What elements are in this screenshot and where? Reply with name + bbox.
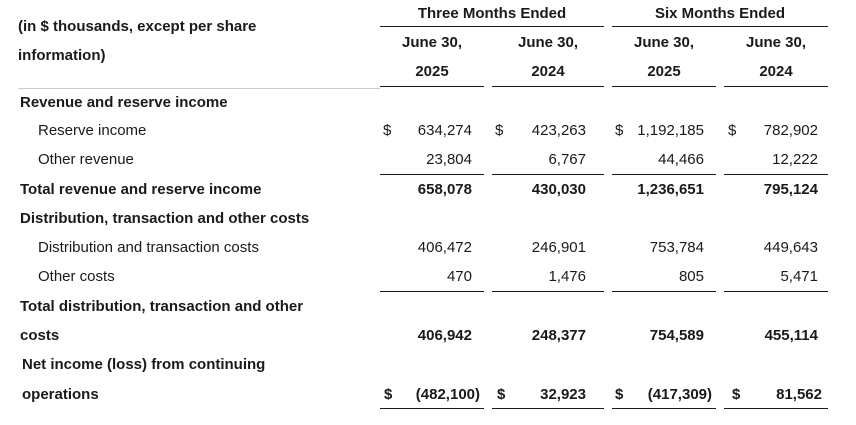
net-income-value-3: (417,309): [647, 386, 712, 403]
other-costs-value-3: 805: [678, 268, 704, 285]
other-revenue-value-1: 23,804: [426, 151, 472, 168]
net-income-rule-4: [724, 408, 828, 409]
col2-month: June 30,: [517, 34, 579, 51]
six-months-header: Six Months Ended: [654, 5, 785, 22]
col3-header-rule: [612, 86, 716, 87]
total-costs-value-1: 406,942: [417, 327, 472, 344]
reserve-income-value-1: 634,274: [417, 122, 472, 139]
distribution-costs-value-1: 406,472: [417, 239, 472, 256]
total-costs-value-3: 754,589: [649, 327, 704, 344]
other-costs-rule-3: [612, 291, 716, 292]
net-income-currency-1: $: [384, 386, 393, 403]
total-costs-value-2: 248,377: [531, 327, 586, 344]
reserve-income-value-4: 782,902: [763, 122, 818, 139]
net-income-label-line1: Net income (loss) from continuing: [22, 356, 266, 373]
header-divider: [18, 88, 380, 89]
col3-month: June 30,: [633, 34, 695, 51]
net-income-value-1: (482,100): [415, 386, 480, 403]
three-months-header: Three Months Ended: [417, 5, 567, 22]
total-costs-value-4: 455,114: [764, 327, 818, 344]
units-note-line2: information): [18, 47, 106, 64]
distribution-costs-value-2: 246,901: [531, 239, 586, 256]
revenue-section-heading: Revenue and reserve income: [20, 94, 228, 111]
net-income-rule-2: [492, 408, 604, 409]
col4-month: June 30,: [745, 34, 807, 51]
col1-year: 2025: [415, 63, 449, 80]
net-income-currency-2: $: [497, 386, 506, 403]
reserve-income-currency-3: $: [615, 122, 624, 139]
other-costs-rule-1: [380, 291, 484, 292]
total-revenue-value-4: 795,124: [763, 181, 818, 198]
net-income-rule-1: [380, 408, 484, 409]
col2-header-rule: [492, 86, 604, 87]
other-revenue-value-4: 12,222: [772, 151, 818, 168]
net-income-currency-4: $: [732, 386, 741, 403]
col4-header-rule: [724, 86, 828, 87]
costs-section-heading: Distribution, transaction and other cost…: [20, 210, 310, 227]
six-months-rule: [612, 26, 828, 27]
other-revenue-rule-4: [724, 174, 828, 175]
three-months-rule: [380, 26, 604, 27]
other-revenue-value-2: 6,767: [548, 151, 586, 168]
distribution-costs-label: Distribution and transaction costs: [38, 239, 259, 256]
net-income-value-2: 32,923: [540, 386, 586, 403]
other-revenue-rule-2: [492, 174, 604, 175]
col3-year: 2025: [647, 63, 681, 80]
col1-header-rule: [380, 86, 484, 87]
reserve-income-value-2: 423,263: [531, 122, 586, 139]
col4-year: 2024: [759, 63, 793, 80]
other-costs-value-4: 5,471: [780, 268, 818, 285]
net-income-rule-3: [612, 408, 716, 409]
other-revenue-rule-3: [612, 174, 716, 175]
reserve-income-label: Reserve income: [38, 122, 147, 139]
reserve-income-currency-4: $: [728, 122, 737, 139]
total-revenue-value-1: 658,078: [417, 181, 472, 198]
other-revenue-label: Other revenue: [38, 151, 134, 168]
net-income-label-line2: operations: [22, 386, 99, 403]
total-revenue-value-3: 1,236,651: [637, 181, 704, 198]
col1-month: June 30,: [401, 34, 463, 51]
net-income-currency-3: $: [615, 386, 624, 403]
col2-year: 2024: [531, 63, 565, 80]
other-costs-value-1: 470: [446, 268, 472, 285]
reserve-income-currency-1: $: [383, 122, 392, 139]
net-income-value-4: 81,562: [776, 386, 822, 403]
total-revenue-label: Total revenue and reserve income: [20, 181, 262, 198]
total-costs-label-line1: Total distribution, transaction and othe…: [20, 298, 304, 315]
other-revenue-rule-1: [380, 174, 484, 175]
units-note-line1: (in $ thousands, except per share: [18, 18, 257, 35]
total-costs-label-line2: costs: [20, 327, 60, 344]
other-revenue-value-3: 44,466: [658, 151, 704, 168]
other-costs-value-2: 1,476: [548, 268, 586, 285]
other-costs-label: Other costs: [38, 268, 115, 285]
distribution-costs-value-4: 449,643: [763, 239, 818, 256]
reserve-income-currency-2: $: [495, 122, 504, 139]
reserve-income-value-3: 1,192,185: [637, 122, 704, 139]
other-costs-rule-2: [492, 291, 604, 292]
distribution-costs-value-3: 753,784: [649, 239, 704, 256]
total-revenue-value-2: 430,030: [531, 181, 586, 198]
other-costs-rule-4: [724, 291, 828, 292]
